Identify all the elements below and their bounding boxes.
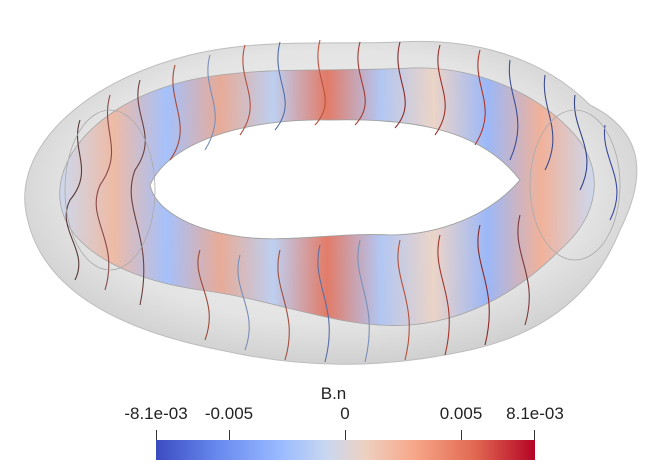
coil-lines — [65, 39, 618, 363]
tick-mark — [534, 430, 535, 440]
colorbar — [156, 440, 535, 460]
colorbar-tick-labels: -8.1e-03 -0.005 0 0.005 8.1e-03 — [0, 404, 667, 428]
poloidal-rings — [64, 109, 621, 271]
tick-label-min: -8.1e-03 — [124, 404, 188, 423]
tick-label-zero: 0 — [340, 404, 350, 423]
tick-label-neg: -0.005 — [204, 404, 254, 423]
3d-viewport[interactable] — [0, 0, 667, 380]
tick-mark — [461, 430, 462, 440]
colorbar-title: B.n — [320, 384, 347, 403]
tick-mark — [229, 430, 230, 440]
tick-label-max: 8.1e-03 — [506, 404, 564, 423]
tick-mark — [156, 430, 157, 440]
tick-label-pos: 0.005 — [439, 404, 483, 423]
tick-mark — [345, 430, 346, 440]
